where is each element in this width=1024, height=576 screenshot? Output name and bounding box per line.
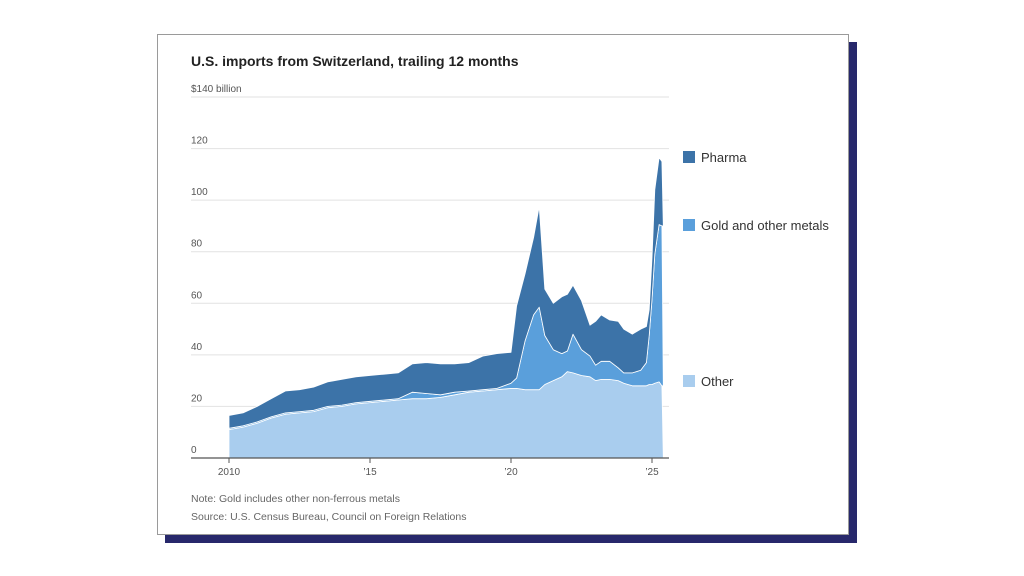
y-tick-label: 0: [191, 445, 197, 456]
legend-label: Pharma: [701, 150, 747, 165]
area-series: [228, 157, 664, 459]
chart-title: U.S. imports from Switzerland, trailing …: [191, 53, 519, 69]
chart-note: Note: Gold includes other non-ferrous me…: [191, 493, 400, 505]
area-pharma: [228, 157, 664, 429]
stacked-area-chart: 0 20 40 60 80 100 120 $140 billion 2010 ’15 ’20 ’25…: [191, 84, 829, 475]
legend-swatch: [683, 219, 695, 231]
legend-label: Other: [701, 374, 734, 389]
y-tick-label: 120: [191, 136, 208, 147]
x-tick-label: ’25: [645, 467, 659, 475]
chart-card: U.S. imports from Switzerland, trailing …: [157, 34, 849, 535]
x-tick-label: ’15: [363, 467, 377, 475]
y-tick-label: $140 billion: [191, 84, 242, 95]
legend: Pharma Gold and other metals Other: [683, 150, 829, 389]
legend-label: Gold and other metals: [701, 218, 829, 233]
x-tick-label: ’20: [504, 467, 518, 475]
axes: 0 20 40 60 80 100 120 $140 billion 2010 ’15 ’20 ’25: [191, 84, 669, 475]
y-tick-label: 100: [191, 187, 208, 198]
legend-swatch: [683, 151, 695, 163]
legend-swatch: [683, 375, 695, 387]
chart-source: Source: U.S. Census Bureau, Council on F…: [191, 511, 467, 523]
y-tick-label: 80: [191, 239, 203, 250]
x-tick-label: 2010: [218, 467, 241, 475]
y-tick-label: 60: [191, 290, 203, 301]
y-tick-label: 20: [191, 393, 203, 404]
y-tick-label: 40: [191, 342, 203, 353]
